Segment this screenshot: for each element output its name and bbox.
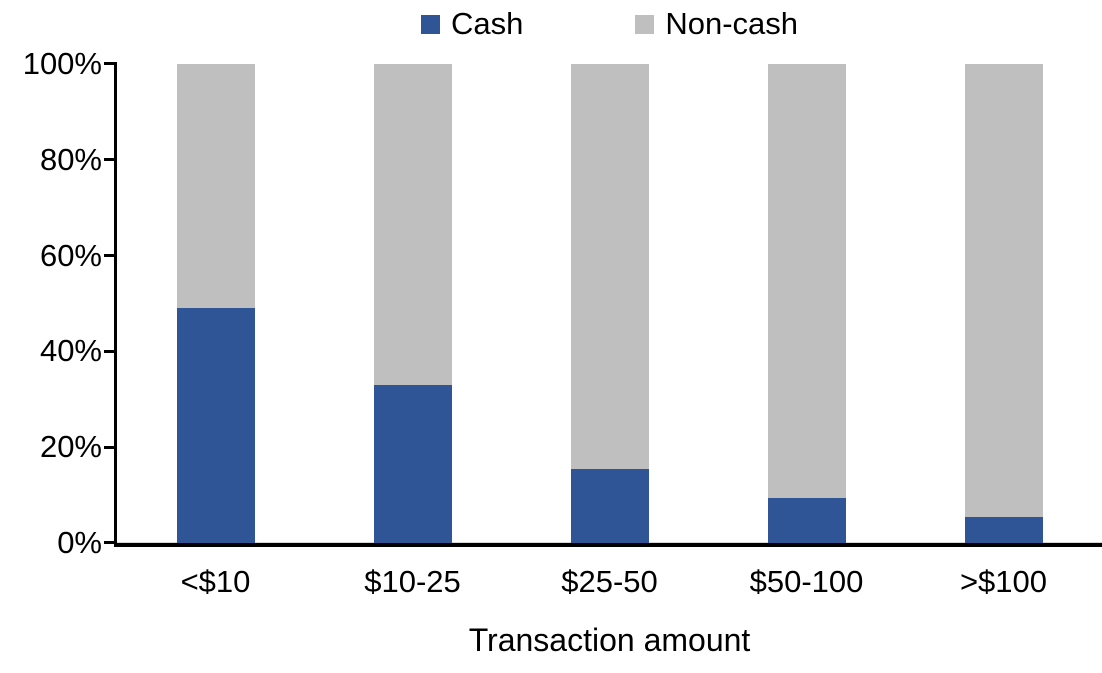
legend-item-noncash: Non-cash xyxy=(635,6,798,42)
y-tick-label-100: 100% xyxy=(22,46,102,81)
stacked-bar xyxy=(767,64,846,543)
y-tick-mark xyxy=(104,541,115,544)
x-tick-label: $50-100 xyxy=(749,564,864,599)
y-tick-label-40: 40% xyxy=(39,333,102,368)
bars xyxy=(117,64,1102,543)
stacked-bar xyxy=(964,64,1043,543)
bar-segment-noncash xyxy=(964,64,1043,517)
stacked-bar xyxy=(373,64,452,543)
bar-slot xyxy=(511,64,708,543)
legend-label-noncash: Non-cash xyxy=(665,6,799,41)
y-tick-label-20: 20% xyxy=(39,429,102,464)
cash-legend-swatch-icon xyxy=(420,14,440,34)
legend: Cash Non-cash xyxy=(117,6,1102,42)
x-tick-label: $10-25 xyxy=(364,564,461,599)
y-tick-mark xyxy=(104,446,115,449)
y-tick-mark xyxy=(104,254,115,257)
bar-slot xyxy=(314,64,511,543)
y-tick-mark xyxy=(104,350,115,353)
x-axis-title: Transaction amount xyxy=(468,622,751,658)
y-tick-label-80: 80% xyxy=(39,142,102,177)
bar-segment-noncash xyxy=(767,64,846,498)
stacked-bar xyxy=(570,64,649,543)
bar-slot xyxy=(708,64,905,543)
x-tick-label: >$100 xyxy=(959,564,1048,599)
bar-segment-cash xyxy=(373,384,452,543)
y-tick-label-0: 0% xyxy=(57,525,102,560)
x-tick-label: <$10 xyxy=(180,564,251,599)
y-axis-line xyxy=(114,62,117,547)
stacked-bar xyxy=(176,64,255,543)
legend-item-cash: Cash xyxy=(420,6,524,42)
plot-area xyxy=(117,64,1102,544)
x-axis-line xyxy=(114,543,1102,547)
bar-segment-cash xyxy=(570,468,649,543)
y-tick-mark xyxy=(104,62,115,65)
bar-segment-noncash xyxy=(373,64,452,385)
noncash-legend-swatch-icon xyxy=(635,14,655,34)
bar-segment-cash xyxy=(767,497,846,543)
bar-segment-noncash xyxy=(570,64,649,469)
bar-slot xyxy=(905,64,1102,543)
bar-segment-noncash xyxy=(176,64,255,309)
bar-segment-cash xyxy=(176,308,255,543)
x-tick-label: $25-50 xyxy=(561,564,658,599)
x-axis-labels: <$10 $10-25 $25-50 $50-100 >$100 xyxy=(117,564,1102,600)
bar-slot xyxy=(117,64,314,543)
legend-label-cash: Cash xyxy=(450,6,524,41)
bar-segment-cash xyxy=(964,516,1043,543)
y-tick-mark xyxy=(104,158,115,161)
y-tick-label-60: 60% xyxy=(39,238,102,273)
